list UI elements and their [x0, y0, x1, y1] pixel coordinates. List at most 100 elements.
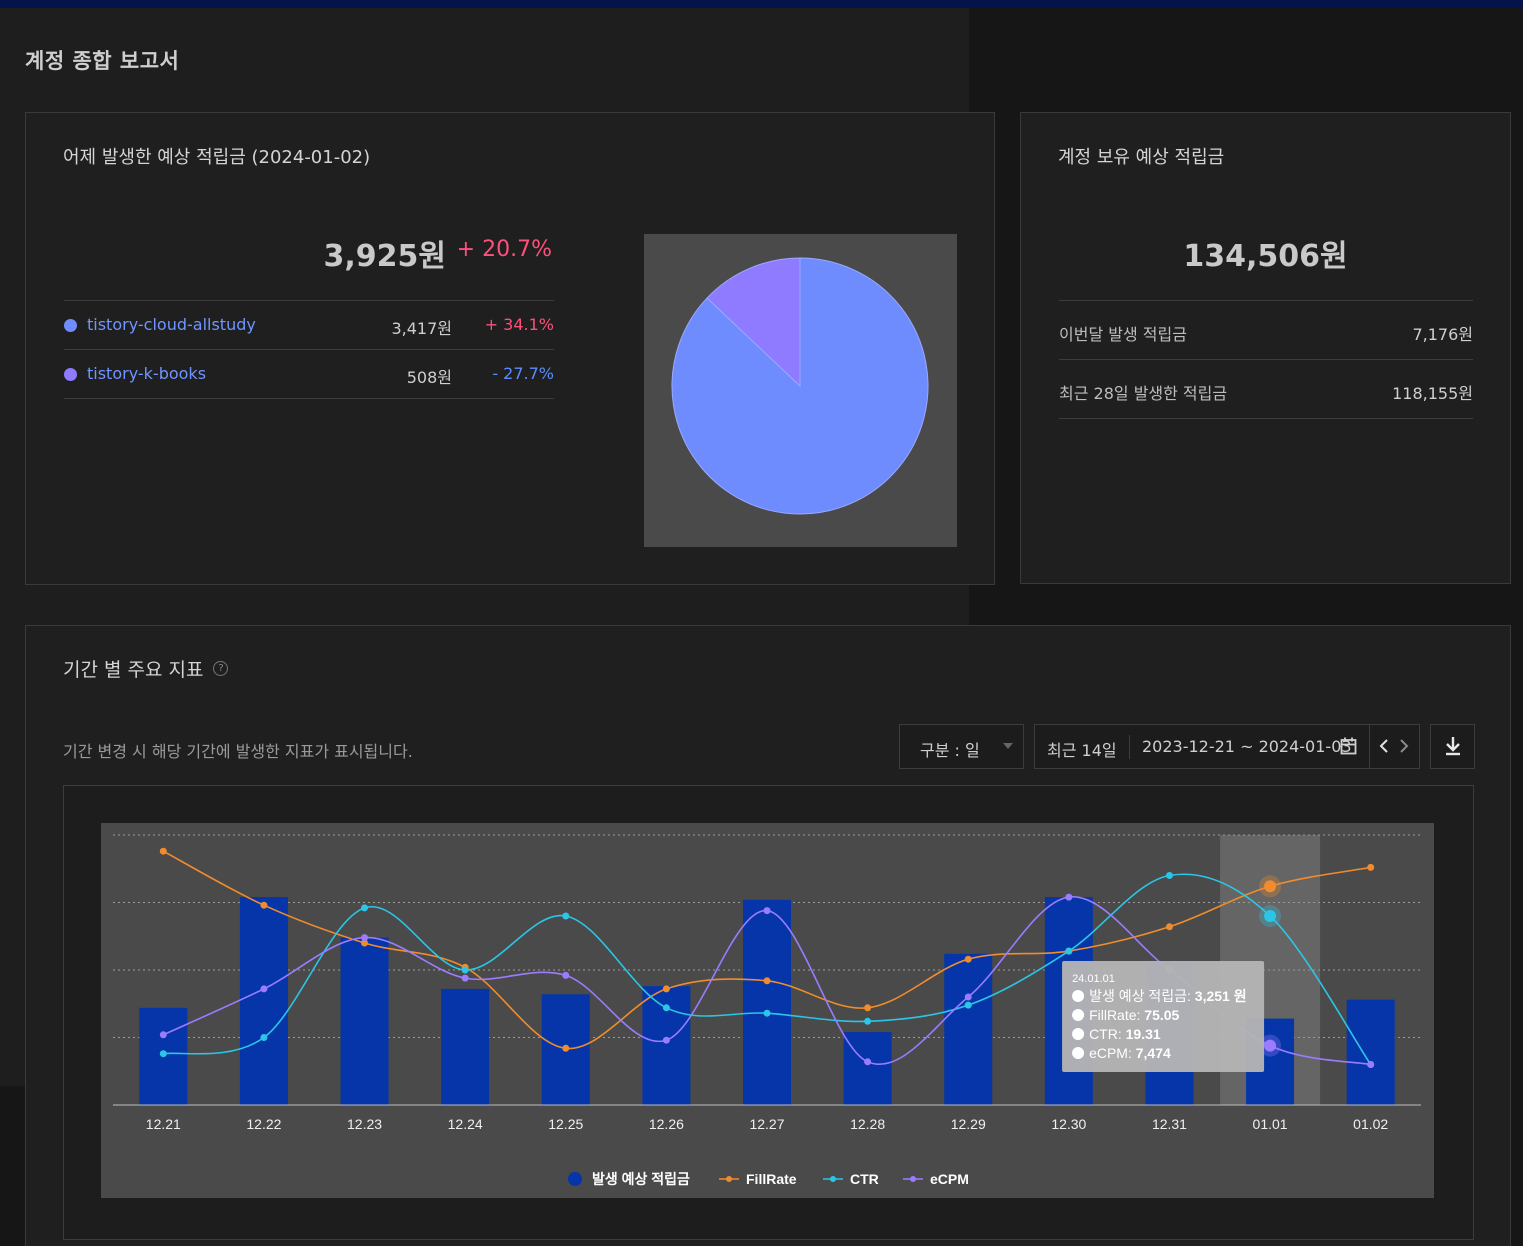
data-point [461, 974, 469, 982]
bar [944, 953, 993, 1105]
balance-total-amount: 134,506원 [1183, 239, 1348, 274]
bar [843, 1032, 892, 1105]
range-dates[interactable]: 2023-12-21 ~ 2024-01-03 [1142, 737, 1352, 756]
balance-row-value: 118,155원 [1392, 384, 1473, 403]
data-point [763, 907, 771, 915]
metrics-title-wrap: 기간 별 주요 지표? [63, 655, 229, 682]
data-point [1065, 947, 1073, 955]
bar [239, 897, 288, 1105]
x-tick-label: 12.23 [347, 1116, 382, 1132]
data-point [1165, 872, 1173, 879]
bar [340, 937, 389, 1105]
yesterday-earnings-title: 어제 발생한 예상 적립금 (2024-01-02) [63, 147, 371, 168]
site-name[interactable]: tistory-cloud-allstudy [87, 315, 256, 334]
top-bar [0, 0, 1523, 8]
balance-row-value: 7,176원 [1412, 325, 1473, 344]
balance-row: 이번달 발생 적립금 7,176원 [1059, 300, 1473, 359]
chart-legend: 발생 예상 적립금 FillRate CTR eCPM [568, 1171, 969, 1187]
divider [64, 398, 554, 399]
data-point [461, 966, 469, 974]
x-tick-label: 12.26 [649, 1116, 684, 1132]
chart-tooltip: 24.01.01 발생 예상 적립금: 3,251 원 FillRate: 75.0… [1062, 961, 1265, 1072]
divider [1129, 735, 1130, 759]
legend-label: FillRate [746, 1171, 797, 1187]
date-range-picker[interactable]: 최근 14일 2023-12-21 ~ 2024-01-03 [1034, 724, 1420, 769]
legend-marker [726, 1176, 732, 1182]
data-point [361, 904, 369, 912]
data-point [1367, 863, 1375, 871]
site-amount: 508원 [406, 368, 452, 387]
x-tick-label: 12.27 [749, 1116, 784, 1132]
yesterday-earnings-card: 어제 발생한 예상 적립금 (2024-01-02) 3,925원 + 20.7… [25, 112, 995, 585]
divider [1369, 725, 1370, 768]
x-tick-label: 12.21 [146, 1116, 181, 1132]
site-color-dot [64, 368, 77, 381]
legend-label: 발생 예상 적립금 [592, 1171, 690, 1187]
tooltip-line: CTR: 19.31 [1089, 1026, 1161, 1042]
data-point [864, 1058, 872, 1066]
metrics-chart: 12.21 12.22 12.23 12.24 12.25 12.26 12.27 12.28… [101, 823, 1434, 1198]
data-point [260, 1034, 268, 1041]
data-point [1165, 923, 1173, 931]
x-tick-label: 12.31 [1152, 1116, 1187, 1132]
site-row[interactable]: tistory-cloud-allstudy 3,417원 + 34.1% [64, 300, 554, 349]
chevron-right-icon[interactable] [1399, 738, 1409, 758]
data-point [361, 939, 369, 947]
period-unit-value: 구분 : 일 [920, 741, 980, 760]
data-point [763, 977, 771, 985]
data-point [662, 985, 670, 993]
balance-row-label: 최근 28일 발생한 적립금 [1059, 384, 1228, 403]
legend-item: eCPM [903, 1171, 969, 1187]
chevron-left-icon[interactable] [1379, 738, 1389, 758]
data-point [159, 1031, 167, 1039]
tooltip-line: eCPM: 7,474 [1089, 1045, 1171, 1061]
help-icon[interactable]: ? [213, 661, 229, 676]
x-tick-label: 12.22 [246, 1116, 281, 1132]
legend-marker [830, 1176, 836, 1182]
metrics-card: 기간 별 주요 지표? 기간 변경 시 해당 기간에 발생한 지표가 표시됩니다… [25, 625, 1511, 1246]
tooltip-line: 발생 예상 적립금: 3,251 원 [1089, 988, 1247, 1004]
tooltip-box [1062, 961, 1265, 1072]
divider [1059, 418, 1473, 419]
x-tick-label: 12.24 [448, 1116, 483, 1132]
balance-row: 최근 28일 발생한 적립금 118,155원 [1059, 359, 1473, 418]
page-title: 계정 종합 보고서 [25, 49, 180, 73]
data-point [562, 1044, 570, 1052]
bar [743, 899, 791, 1105]
tooltip-marker [1072, 1009, 1085, 1021]
data-point [1264, 880, 1277, 893]
data-point [260, 985, 268, 993]
data-point [159, 1050, 167, 1058]
yesterday-total-change: + 20.7% [456, 237, 552, 262]
x-tick-label: 12.25 [548, 1116, 583, 1132]
metrics-title: 기간 별 주요 지표 [63, 659, 204, 681]
x-tick-label: 01.01 [1253, 1116, 1288, 1132]
legend-label: eCPM [930, 1171, 969, 1187]
x-tick-label: 12.28 [850, 1116, 885, 1132]
range-preset[interactable]: 최근 14일 [1047, 741, 1117, 760]
download-button[interactable] [1430, 724, 1475, 769]
legend-item: CTR [823, 1171, 879, 1187]
data-point [1065, 893, 1073, 901]
balance-title: 계정 보유 예상 적립금 [1058, 147, 1225, 168]
data-point [964, 955, 972, 963]
download-icon [1444, 736, 1462, 760]
period-unit-select[interactable]: 구분 : 일 [899, 724, 1024, 769]
earnings-pie-chart [644, 234, 957, 547]
calendar-icon[interactable] [1340, 737, 1357, 759]
data-point [964, 1001, 972, 1009]
legend-item: 발생 예상 적립금 [568, 1171, 690, 1187]
data-point [1367, 1061, 1375, 1068]
x-tick-label: 12.30 [1051, 1116, 1086, 1132]
data-point [562, 912, 570, 920]
data-point [159, 847, 167, 855]
data-point [1264, 1039, 1277, 1052]
chart-frame: 12.21 12.22 12.23 12.24 12.25 12.26 12.27 12.28… [63, 785, 1474, 1240]
pie-slice [706, 257, 801, 388]
site-name[interactable]: tistory-k-books [87, 364, 207, 383]
site-row[interactable]: tistory-k-books 508원 - 27.7% [64, 349, 554, 398]
balance-row-label: 이번달 발생 적립금 [1059, 325, 1187, 344]
tooltip-marker [1072, 990, 1085, 1002]
legend-marker [910, 1176, 916, 1182]
data-point [763, 1009, 771, 1017]
